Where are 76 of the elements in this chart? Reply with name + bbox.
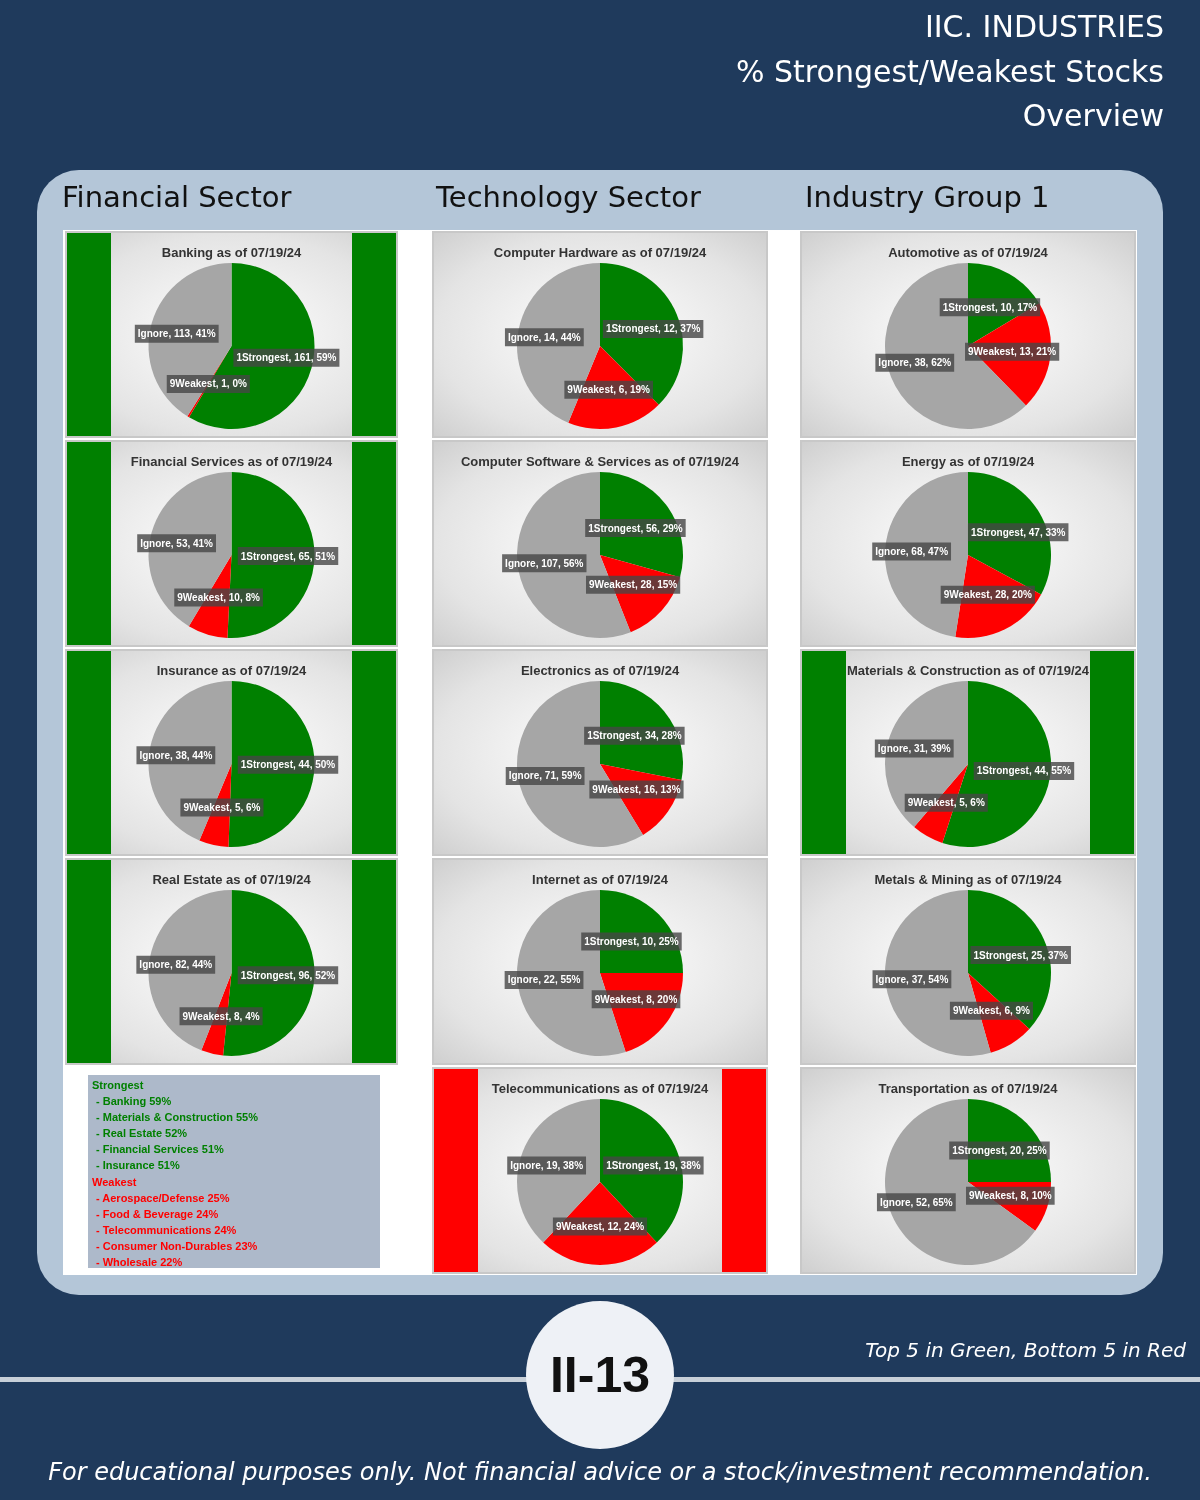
chart-title: Computer Software & Services as of 07/19/24 bbox=[460, 454, 740, 469]
text: - Materials & Construction 55% bbox=[95, 1110, 259, 1125]
slice-label: Ignore, 107, 56% bbox=[505, 557, 584, 569]
text: Industry Group 1 bbox=[805, 180, 1050, 214]
slice-label: Ignore, 14, 44% bbox=[507, 331, 581, 343]
slice-label: 1Strongest, 12, 37% bbox=[605, 323, 701, 335]
slice-label: Ignore, 68, 47% bbox=[875, 546, 949, 558]
text: - Food & Beverage 24% bbox=[95, 1207, 220, 1222]
slice-label: 9Weakest, 5, 6% bbox=[183, 801, 261, 813]
slice-label: 1Strongest, 161, 59% bbox=[236, 352, 337, 364]
text: - Consumer Non-Durables 23% bbox=[95, 1239, 259, 1254]
slice-label: Ignore, 22, 55% bbox=[507, 974, 581, 986]
slice-label: 1Strongest, 65, 51% bbox=[240, 550, 336, 562]
slice-label: 9Weakest, 16, 13% bbox=[592, 784, 681, 795]
text: - Financial Services 51% bbox=[95, 1142, 225, 1157]
chart-title: Telecommunications as of 07/19/24 bbox=[491, 1081, 710, 1096]
chart-title: Metals & Mining as of 07/19/24 bbox=[874, 872, 1063, 887]
slice-label: 1Strongest, 20, 25% bbox=[952, 1145, 1047, 1157]
chart-title: Financial Services as of 07/19/24 bbox=[130, 454, 334, 469]
slice-label: Ignore, 38, 44% bbox=[139, 749, 213, 761]
slice-label: 9Weakest, 28, 20% bbox=[943, 589, 1033, 601]
slice-label: Ignore, 19, 38% bbox=[510, 1160, 584, 1172]
slice-label: 1Strongest, 19, 38% bbox=[606, 1160, 701, 1172]
text: IIC. INDUSTRIES bbox=[923, 8, 1164, 46]
text: Technology Sector bbox=[436, 180, 701, 214]
text: - Telecommunications 24% bbox=[95, 1223, 238, 1238]
chart-title: Computer Hardware as of 07/19/24 bbox=[493, 245, 707, 260]
text: Top 5 in Green, Bottom 5 in Red bbox=[865, 1338, 1186, 1362]
chart-title: Real Estate as of 07/19/24 bbox=[152, 872, 312, 887]
slice-label: 9Weakest, 5, 6% bbox=[907, 797, 985, 809]
slice-label: 1Strongest, 10, 17% bbox=[942, 301, 1038, 313]
slice-label: 1Strongest, 47, 33% bbox=[970, 526, 1066, 538]
slice-label: 1Strongest, 44, 50% bbox=[240, 759, 336, 771]
slice-label: Ignore, 52, 65% bbox=[879, 1196, 953, 1208]
slice-label: 9Weakest, 6, 9% bbox=[952, 1005, 1031, 1017]
slice-label: 9Weakest, 12, 24% bbox=[555, 1221, 645, 1232]
slice-label: Ignore, 37, 54% bbox=[875, 973, 949, 985]
chart-title: Electronics as of 07/19/24 bbox=[520, 663, 680, 678]
slice-label: 9Weakest, 13, 21% bbox=[968, 346, 1057, 358]
slice-label: 9Weakest, 28, 15% bbox=[588, 579, 678, 591]
slice-label: 1Strongest, 10, 25% bbox=[584, 936, 679, 948]
text: % Strongest/Weakest Stocks Overview bbox=[735, 53, 1164, 135]
text: Weakest bbox=[92, 1175, 138, 1190]
slice-label: 9Weakest, 10, 8% bbox=[177, 592, 261, 604]
slice-label: Ignore, 53, 41% bbox=[140, 537, 214, 549]
slice-label: 9Weakest, 8, 20% bbox=[594, 993, 678, 1005]
text: - Wholesale 22% bbox=[95, 1255, 184, 1270]
slice-label: Ignore, 38, 62% bbox=[878, 357, 952, 369]
text: - Banking 59% bbox=[95, 1094, 173, 1109]
chart-title: Energy as of 07/19/24 bbox=[901, 454, 1035, 469]
slice-label: 1Strongest, 44, 55% bbox=[976, 765, 1072, 777]
text: - Aerospace/Defense 25% bbox=[95, 1191, 231, 1206]
chart-title: Insurance as of 07/19/24 bbox=[156, 663, 308, 678]
chart-title: Internet as of 07/19/24 bbox=[532, 872, 669, 887]
slice-label: 1Strongest, 25, 37% bbox=[973, 949, 1069, 961]
chart-title: Automotive as of 07/19/24 bbox=[888, 245, 1049, 260]
slice-label: Ignore, 113, 41% bbox=[137, 328, 216, 340]
slice-label: 9Weakest, 8, 10% bbox=[968, 1190, 1052, 1202]
chart-title: Transportation as of 07/19/24 bbox=[878, 1081, 1059, 1096]
text: II-13 bbox=[526, 1301, 674, 1449]
text: - Insurance 51% bbox=[95, 1158, 181, 1173]
text: For educational purposes only. Not financial advice or a stock/investment recommendation. bbox=[47, 1458, 1153, 1486]
chart-title: Banking as of 07/19/24 bbox=[161, 245, 302, 260]
slice-label: 1Strongest, 56, 29% bbox=[588, 522, 683, 534]
slice-label: Ignore, 31, 39% bbox=[877, 743, 951, 755]
text: Strongest bbox=[92, 1078, 145, 1093]
text: - Real Estate 52% bbox=[95, 1126, 189, 1141]
slice-label: 9Weakest, 8, 4% bbox=[182, 1010, 260, 1022]
text: Financial Sector bbox=[62, 180, 292, 214]
slice-label: 1Strongest, 34, 28% bbox=[587, 730, 682, 742]
slice-label: 9Weakest, 6, 19% bbox=[567, 384, 651, 396]
slice-label: Ignore, 82, 44% bbox=[139, 959, 213, 971]
slice-label: 1Strongest, 96, 52% bbox=[240, 969, 336, 981]
slice-label: Ignore, 71, 59% bbox=[508, 770, 582, 782]
slice-label: 9Weakest, 1, 0% bbox=[169, 378, 247, 390]
chart-title: Materials & Construction as of 07/19/24 bbox=[846, 663, 1090, 678]
